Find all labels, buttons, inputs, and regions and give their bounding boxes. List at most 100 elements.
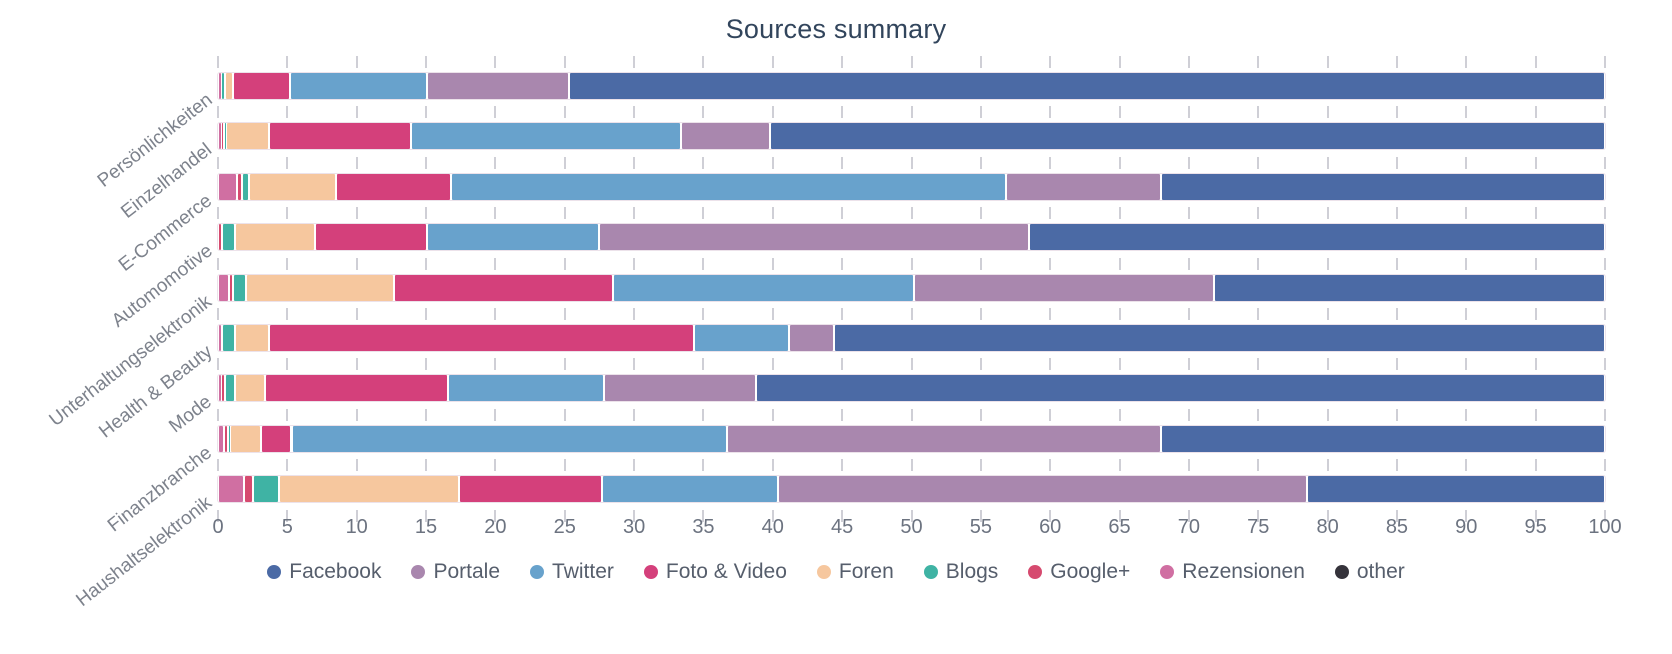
bar-segment-portale[interactable]	[428, 73, 568, 99]
tick-mark	[1118, 308, 1121, 320]
bar-segment-facebook[interactable]	[757, 375, 1604, 402]
bar-segment-foren[interactable]	[280, 476, 459, 503]
bar-segment-rezensionen[interactable]	[219, 476, 244, 503]
bar-segment-foren[interactable]	[249, 173, 335, 200]
bar-segment-google[interactable]	[219, 224, 222, 251]
bar-segment-facebook[interactable]	[569, 73, 1604, 99]
tick-mark	[1049, 207, 1052, 220]
grid-tick-row	[0, 55, 1672, 69]
legend-item-other[interactable]: other	[1334, 560, 1405, 584]
legend-item-portale[interactable]: Portale	[411, 560, 500, 584]
bar-segment-blogs[interactable]	[223, 224, 234, 251]
tick-mark	[910, 358, 913, 371]
bar-segment-blogs[interactable]	[224, 123, 227, 150]
tick-mark	[771, 459, 774, 472]
tick-mark	[979, 207, 982, 220]
bar-segment-twitter[interactable]	[694, 325, 789, 351]
bar-segment-rezensionen[interactable]	[219, 375, 221, 402]
bar-segment-foren[interactable]	[235, 375, 265, 402]
bar-segment-portale[interactable]	[728, 425, 1161, 452]
bar-segment-facebook[interactable]	[1162, 425, 1604, 452]
bar-segment-rezensionen[interactable]	[219, 123, 221, 150]
bar-segment-foren[interactable]	[225, 73, 233, 99]
bar-segment-blogs[interactable]	[225, 375, 234, 402]
bar-segment-facebook[interactable]	[1214, 274, 1604, 301]
bar-segment-foto-video[interactable]	[266, 375, 448, 402]
tick-mark	[1187, 207, 1190, 220]
bar-segment-facebook[interactable]	[1162, 173, 1604, 200]
bar-segment-google[interactable]	[245, 476, 252, 503]
tick-mark	[841, 509, 844, 522]
bar-segment-facebook[interactable]	[834, 325, 1604, 351]
bar-segment-portale[interactable]	[604, 375, 756, 402]
bar-segment-twitter[interactable]	[452, 173, 1005, 200]
bar-segment-blogs[interactable]	[223, 325, 234, 351]
bar-segment-foren[interactable]	[235, 325, 269, 351]
tick-mark	[1465, 459, 1468, 472]
bar-segment-foto-video[interactable]	[234, 73, 290, 99]
bar-segment-foren[interactable]	[231, 425, 260, 452]
legend-item-foto-video[interactable]: Foto & Video	[643, 560, 787, 584]
bar-segment-rezensionen[interactable]	[219, 325, 222, 351]
bar-segment-google[interactable]	[230, 274, 233, 301]
tick-mark	[979, 358, 982, 371]
bar-segment-facebook[interactable]	[1030, 224, 1604, 251]
bar-segment-foto-video[interactable]	[316, 224, 427, 251]
tick-mark	[910, 56, 913, 68]
bar-segment-blogs[interactable]	[242, 173, 248, 200]
bar-segment-foto-video[interactable]	[336, 173, 450, 200]
x-axis-tick-label: 65	[1108, 516, 1131, 538]
grid-tick-row	[0, 156, 1672, 170]
bar-segment-google[interactable]	[224, 425, 227, 452]
tick-mark	[771, 207, 774, 220]
bar-segment-facebook[interactable]	[771, 123, 1604, 150]
tick-mark	[217, 459, 219, 472]
tick-mark	[633, 509, 636, 522]
bar-segment-portale[interactable]	[790, 325, 833, 351]
bar-segment-google[interactable]	[238, 173, 241, 200]
bar-segment-blogs[interactable]	[221, 73, 224, 99]
bar-segment-portale[interactable]	[779, 476, 1306, 503]
bar-segment-foto-video[interactable]	[460, 476, 602, 503]
bar-segment-portale[interactable]	[1006, 173, 1161, 200]
legend-item-foren[interactable]: Foren	[816, 560, 894, 584]
bar-segment-portale[interactable]	[682, 123, 770, 150]
bar-segment-rezensionen[interactable]	[219, 425, 223, 452]
tick-mark	[979, 106, 982, 119]
bar-segment-twitter[interactable]	[291, 73, 427, 99]
legend-item-twitter[interactable]: Twitter	[530, 560, 614, 584]
bar-segment-foren[interactable]	[235, 224, 315, 251]
bar-segment-google[interactable]	[221, 123, 224, 150]
bar-segment-rezensionen[interactable]	[219, 274, 229, 301]
legend-item-rezensionen[interactable]: Rezensionen	[1160, 560, 1305, 584]
bar-segment-twitter[interactable]	[292, 425, 727, 452]
legend-label-twitter: Twitter	[552, 560, 614, 583]
bar-segment-facebook[interactable]	[1307, 476, 1604, 503]
bar-segment-portale[interactable]	[600, 224, 1029, 251]
bar-segment-twitter[interactable]	[449, 375, 603, 402]
legend-label-portale: Portale	[433, 560, 501, 583]
legend-item-blogs[interactable]: Blogs	[923, 560, 998, 584]
bar-segment-foto-video[interactable]	[261, 425, 291, 452]
bar-segment-foren[interactable]	[246, 274, 394, 301]
legend-item-google[interactable]: Google+	[1028, 560, 1130, 584]
bar-segment-twitter[interactable]	[614, 274, 914, 301]
bar-segment-rezensionen[interactable]	[219, 173, 237, 200]
bar-segment-foren[interactable]	[227, 123, 269, 150]
bar-segment-twitter[interactable]	[411, 123, 681, 150]
legend-item-facebook[interactable]: Facebook	[267, 560, 381, 584]
bar-segment-twitter[interactable]	[603, 476, 778, 503]
bar-segment-rezensionen[interactable]	[219, 73, 221, 99]
x-axis-tick-label: 25	[553, 516, 576, 538]
bar-segment-foto-video[interactable]	[395, 274, 613, 301]
bar-segment-foto-video[interactable]	[270, 123, 410, 150]
bar-segment-foto-video[interactable]	[270, 325, 693, 351]
bar-segment-blogs[interactable]	[228, 425, 231, 452]
bar-segment-twitter[interactable]	[428, 224, 599, 251]
tick-mark	[1604, 106, 1606, 119]
bar-segment-blogs[interactable]	[234, 274, 245, 301]
bar-segment-google[interactable]	[221, 375, 224, 402]
tick-mark	[1118, 408, 1121, 421]
bar-segment-blogs[interactable]	[253, 476, 279, 503]
bar-segment-portale[interactable]	[915, 274, 1213, 301]
